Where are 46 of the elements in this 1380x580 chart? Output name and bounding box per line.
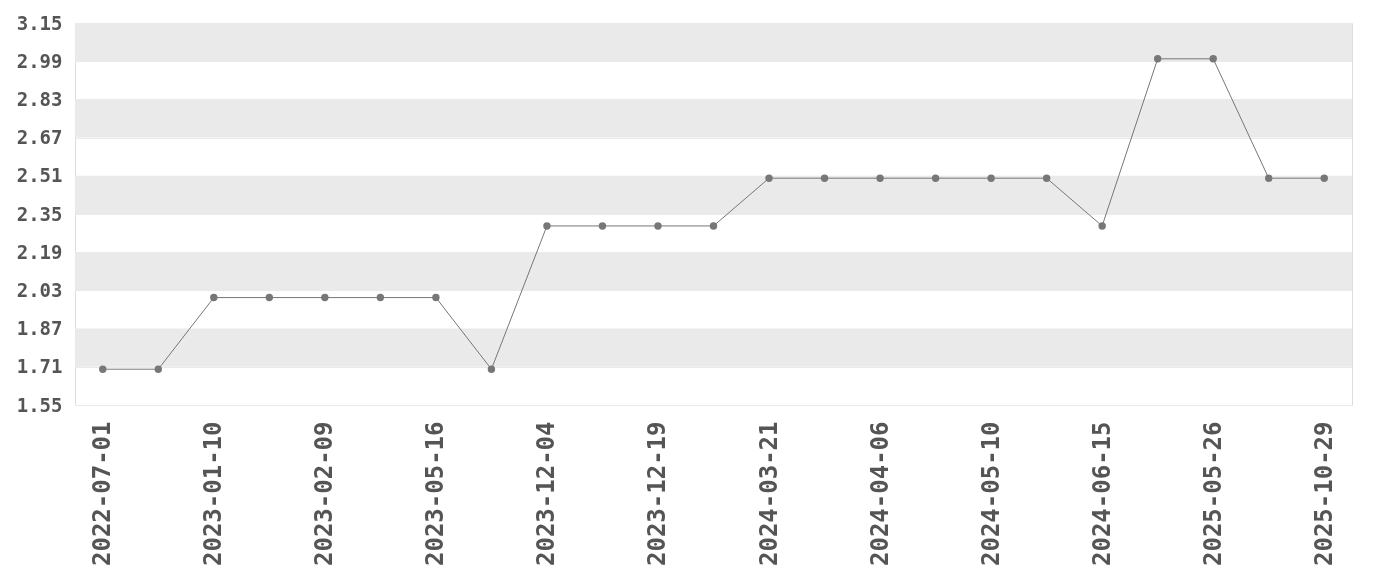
x-tick-label: 2023-12-04	[532, 421, 561, 566]
point	[321, 293, 329, 302]
point	[1320, 174, 1328, 182]
point	[1209, 55, 1217, 63]
point	[1153, 55, 1162, 63]
point	[1042, 174, 1051, 182]
point	[154, 365, 162, 373]
x-tick-label: 2024-03-21	[754, 421, 783, 566]
y-tick-label: 2.99	[16, 49, 63, 72]
point	[543, 222, 551, 230]
y-tick-label: 2.67	[16, 126, 63, 149]
y-tick-label: 1.87	[16, 317, 63, 340]
point	[987, 174, 995, 182]
x-tick-label: 2024-05-10	[976, 421, 1005, 566]
point	[1098, 222, 1106, 230]
y-tick-label: 2.19	[16, 240, 63, 263]
x-tick-label: 2023-12-19	[643, 421, 672, 566]
y-tick-label: 1.71	[16, 355, 63, 378]
point	[876, 174, 884, 182]
point	[709, 222, 718, 230]
point	[432, 293, 440, 302]
point	[376, 293, 385, 302]
point	[931, 174, 940, 182]
x-tick-label: 2023-01-10	[199, 421, 228, 566]
y-tick-label: 1.55	[16, 393, 63, 416]
x-tick-label: 2023-05-16	[421, 421, 450, 566]
point	[820, 174, 829, 182]
x-tick-label: 2024-04-06	[865, 421, 894, 566]
x-tick-label: 2025-10-29	[1309, 421, 1338, 566]
point	[265, 293, 274, 302]
x-tick-label: 2024-06-15	[1087, 421, 1116, 566]
point	[99, 365, 107, 373]
y-tick-label: 3.15	[16, 11, 63, 34]
x-tick-label: 2022-07-01	[88, 421, 117, 566]
point	[765, 174, 773, 182]
x-tick-label: 2023-02-09	[310, 421, 339, 566]
point	[487, 365, 496, 373]
y-tick-label: 2.83	[16, 87, 63, 110]
point	[1265, 174, 1273, 182]
y-tick-label: 2.51	[16, 164, 63, 187]
point	[210, 293, 218, 302]
x-tick-label: 2025-05-26	[1198, 421, 1227, 566]
point	[654, 222, 662, 230]
y-tick-label: 2.03	[16, 278, 63, 301]
point	[598, 222, 607, 230]
y-tick-label: 2.35	[16, 202, 63, 225]
